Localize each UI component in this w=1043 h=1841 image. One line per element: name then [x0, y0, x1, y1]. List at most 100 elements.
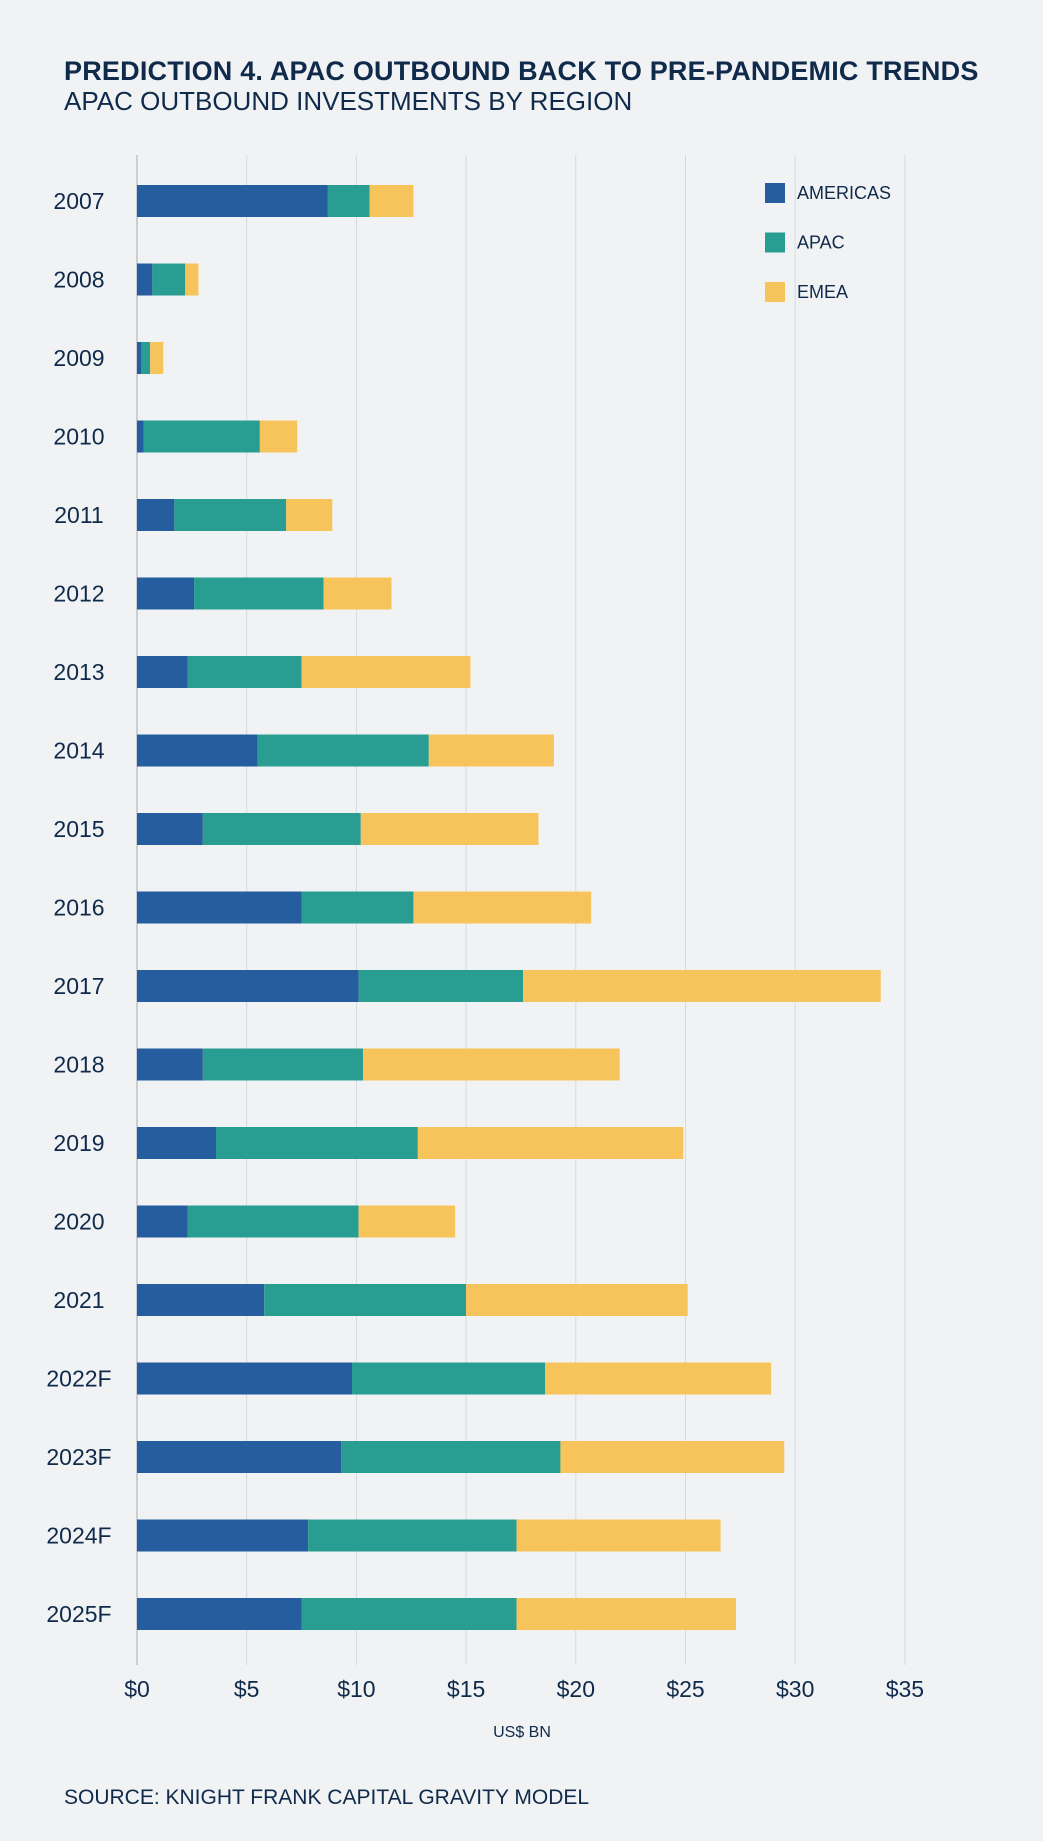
- bar-emea-2017: [523, 970, 881, 1002]
- y-label-2015: 2015: [53, 816, 104, 842]
- bar-apac-2025f: [301, 1598, 517, 1630]
- x-tick-5: $5: [234, 1676, 260, 1702]
- bar-americas-2018: [137, 1048, 203, 1081]
- bar-emea-2015: [360, 813, 539, 845]
- bar-americas-2014: [137, 734, 258, 767]
- bar-americas-2017: [137, 970, 359, 1002]
- bar-apac-2018: [202, 1048, 363, 1081]
- bar-emea-2011: [286, 499, 333, 531]
- y-label-2023f: 2023F: [46, 1444, 111, 1470]
- x-tick-25: $25: [666, 1676, 704, 1702]
- y-label-2012: 2012: [53, 581, 104, 607]
- bar-emea-2014: [428, 734, 554, 767]
- chart-title: PREDICTION 4. APAC OUTBOUND BACK TO PRE-…: [64, 56, 979, 86]
- source-note: SOURCE: KNIGHT FRANK CAPITAL GRAVITY MOD…: [64, 1786, 590, 1809]
- bar-apac-2011: [174, 499, 287, 531]
- bar-emea-2019: [417, 1127, 684, 1159]
- bar-emea-2022f: [545, 1362, 772, 1395]
- y-label-2014: 2014: [53, 738, 104, 764]
- y-label-2016: 2016: [53, 895, 104, 921]
- bar-apac-2013: [187, 656, 302, 688]
- bar-apac-2024f: [308, 1519, 517, 1552]
- bar-americas-2015: [137, 813, 203, 845]
- legend-label-apac: APAC: [797, 233, 845, 253]
- bar-apac-2009: [141, 342, 151, 374]
- y-label-2013: 2013: [53, 659, 104, 685]
- bar-apac-2016: [301, 891, 414, 924]
- y-label-2009: 2009: [53, 345, 104, 371]
- bar-americas-2011: [137, 499, 175, 531]
- x-tick-35: $35: [886, 1676, 924, 1702]
- bar-emea-2012: [323, 577, 392, 610]
- bar-apac-2014: [257, 734, 429, 767]
- bar-americas-2009: [137, 342, 142, 374]
- y-label-2021: 2021: [53, 1287, 104, 1313]
- bar-emea-2018: [362, 1048, 620, 1081]
- x-tick-20: $20: [557, 1676, 595, 1702]
- bar-americas-2016: [137, 891, 302, 924]
- bar-americas-2025f: [137, 1598, 302, 1630]
- legend-label-emea: EMEA: [797, 282, 848, 302]
- y-label-2020: 2020: [53, 1209, 104, 1235]
- bar-emea-2021: [466, 1284, 688, 1316]
- bar-americas-2024f: [137, 1519, 309, 1552]
- legend: AMERICAS APAC EMEA: [765, 183, 891, 302]
- bar-americas-2020: [137, 1205, 188, 1238]
- x-tick-15: $15: [447, 1676, 485, 1702]
- y-label-2019: 2019: [53, 1130, 104, 1156]
- bar-apac-2020: [187, 1205, 359, 1238]
- bar-americas-2021: [137, 1284, 265, 1316]
- bar-apac-2008: [152, 263, 186, 296]
- y-label-2022f: 2022F: [46, 1366, 111, 1392]
- bar-emea-2023f: [560, 1441, 785, 1473]
- y-label-2025f: 2025F: [46, 1601, 111, 1627]
- bar-apac-2021: [264, 1284, 467, 1316]
- bar-apac-2015: [202, 813, 361, 845]
- bar-apac-2022f: [352, 1362, 546, 1395]
- bar-americas-2013: [137, 656, 188, 688]
- x-axis-ticks: $0 $5 $10 $15 $20 $25 $30 $35: [124, 1676, 924, 1702]
- bar-emea-2009: [150, 342, 164, 374]
- x-tick-30: $30: [776, 1676, 814, 1702]
- bar-emea-2010: [259, 420, 298, 453]
- y-label-2008: 2008: [53, 267, 104, 293]
- bar-americas-2019: [137, 1127, 216, 1159]
- y-label-2017: 2017: [53, 973, 104, 999]
- y-label-2007: 2007: [53, 188, 104, 214]
- bar-americas-2023f: [137, 1441, 342, 1473]
- bar-emea-2025f: [516, 1598, 736, 1630]
- chart-subtitle: APAC OUTBOUND INVESTMENTS BY REGION: [64, 86, 633, 116]
- bar-americas-2007: [137, 185, 328, 217]
- y-label-2010: 2010: [53, 424, 104, 450]
- bar-americas-2008: [137, 263, 153, 296]
- y-axis-labels: 2007 2008 2009 2010 2011 2012 2013 2014 2015 2016…: [46, 188, 111, 1627]
- bar-apac-2012: [194, 577, 324, 610]
- bar-apac-2019: [215, 1127, 418, 1159]
- bar-emea-2007: [369, 185, 414, 217]
- x-axis-label: US$ BN: [493, 1724, 551, 1741]
- legend-swatch-emea: [765, 282, 785, 302]
- bar-emea-2020: [358, 1205, 456, 1238]
- bar-americas-2010: [137, 420, 144, 453]
- legend-swatch-apac: [765, 232, 785, 253]
- bar-apac-2007: [327, 185, 370, 217]
- y-label-2024f: 2024F: [46, 1523, 111, 1549]
- bar-apac-2017: [358, 970, 524, 1002]
- gridlines: [136, 155, 906, 1665]
- bars: [137, 185, 881, 1630]
- bar-americas-2022f: [137, 1362, 353, 1395]
- y-label-2018: 2018: [53, 1052, 104, 1078]
- y-label-2011: 2011: [54, 502, 103, 528]
- bar-emea-2013: [301, 656, 471, 688]
- legend-swatch-americas: [765, 183, 785, 203]
- bar-emea-2008: [185, 263, 199, 296]
- bar-emea-2016: [413, 891, 592, 924]
- bar-americas-2012: [137, 577, 195, 610]
- legend-label-americas: AMERICAS: [797, 183, 891, 203]
- bar-apac-2010: [143, 420, 260, 453]
- x-tick-10: $10: [337, 1676, 375, 1702]
- bar-apac-2023f: [341, 1441, 561, 1473]
- bar-emea-2024f: [516, 1519, 721, 1552]
- x-tick-0: $0: [124, 1676, 150, 1702]
